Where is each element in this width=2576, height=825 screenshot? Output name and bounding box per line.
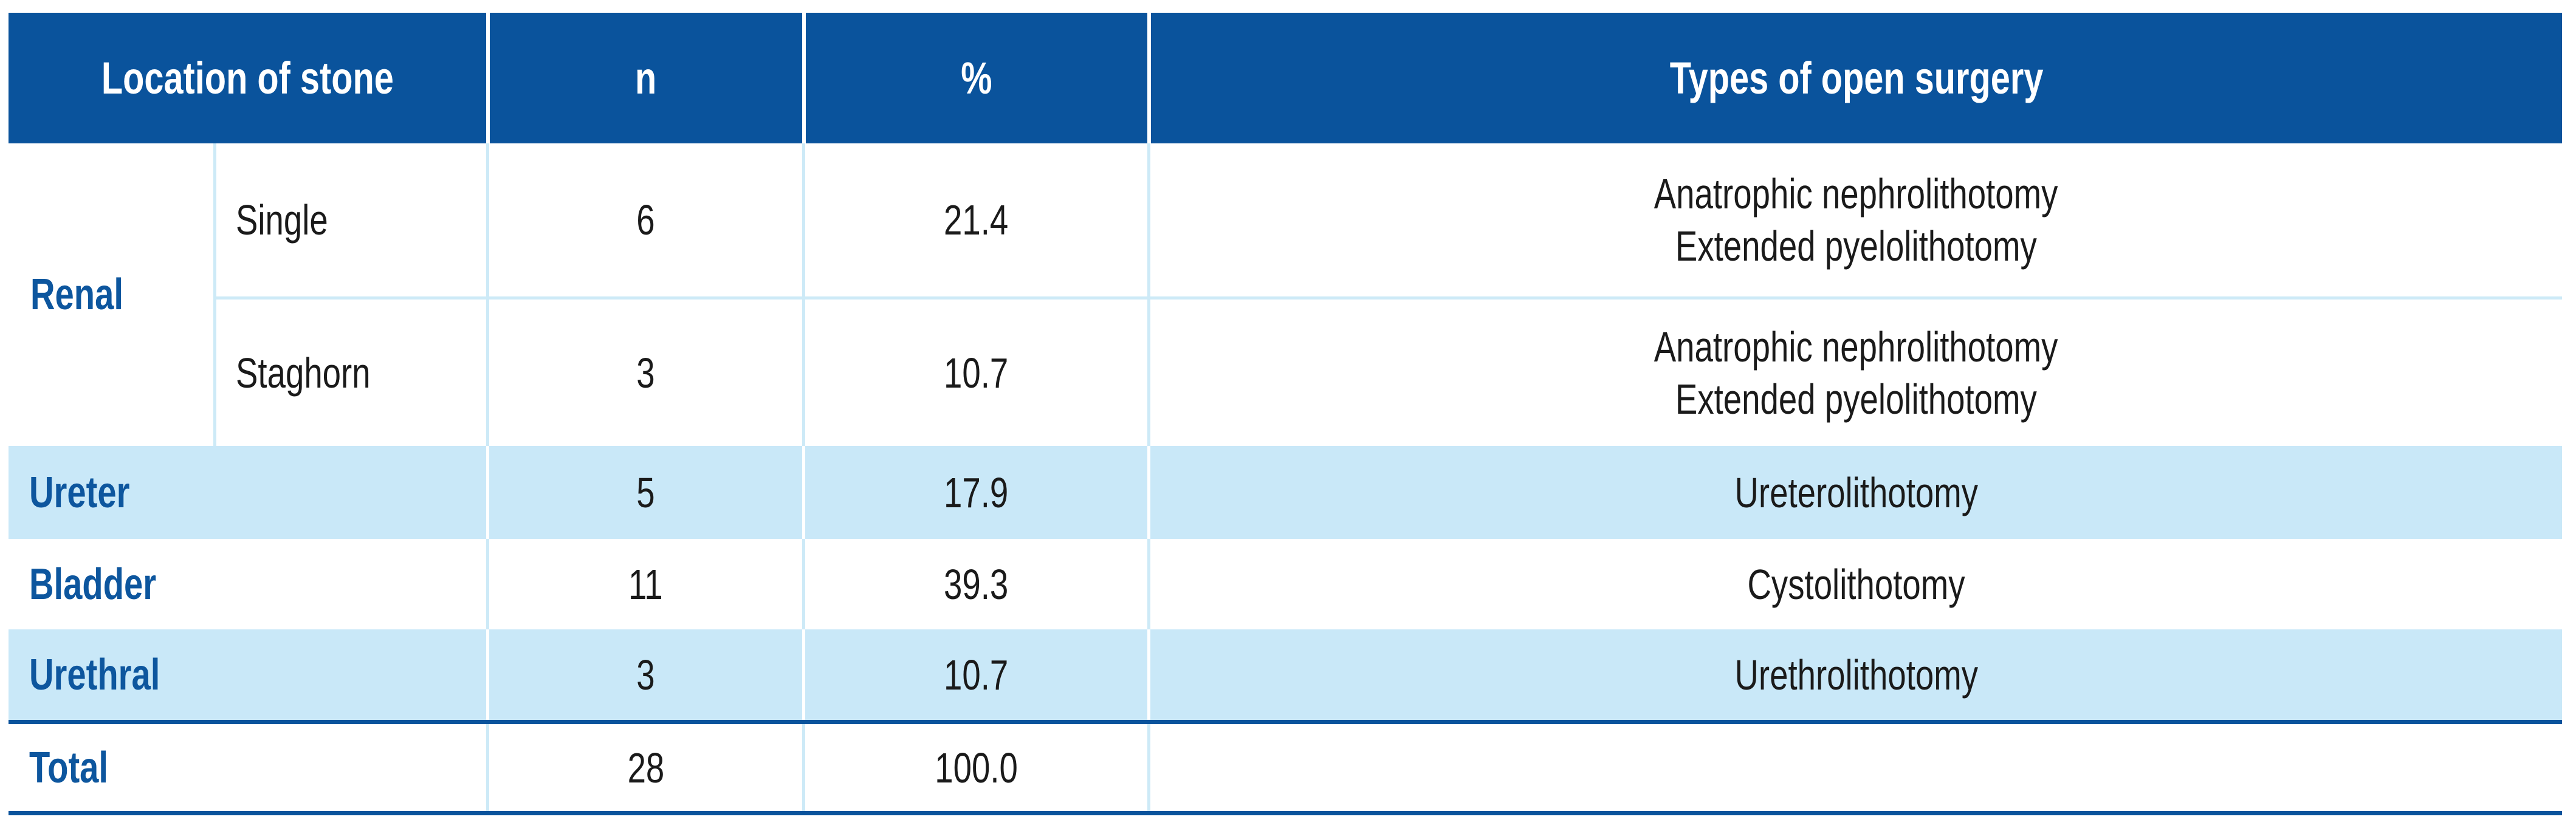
table-row-renal-single: Single 6 21.4 Anatrophic nephrolithotomy… [213, 143, 2562, 296]
ureter-pct-cell: 17.9 [802, 446, 1147, 539]
table-row-ureter: Ureter 5 17.9 Ureterolithotomy [9, 446, 2562, 539]
header-location-label: Location of stone [101, 53, 394, 103]
table-row-bladder: Bladder 11 39.3 Cystolithotomy [9, 539, 2562, 629]
staghorn-n-value: 3 [636, 349, 655, 397]
table-row-urethral: Urethral 3 10.7 Urethrolithotomy [9, 629, 2562, 720]
staghorn-pct-cell: 10.7 [802, 300, 1147, 446]
staghorn-types-cell: Anatrophic nephrolithotomy Extended pyel… [1147, 300, 2562, 446]
single-n-cell: 6 [486, 143, 802, 296]
urethral-n-cell: 3 [486, 629, 802, 720]
table-bottom-rule [9, 811, 2562, 815]
bladder-n-value: 11 [628, 560, 663, 608]
ureter-types-cell: Ureterolithotomy [1147, 446, 2562, 539]
bladder-pct-cell: 39.3 [802, 539, 1147, 629]
header-types-label: Types of open surgery [1669, 53, 2044, 103]
bladder-n-cell: 11 [486, 539, 802, 629]
single-types-line-1: Anatrophic nephrolithotomy [1654, 170, 2058, 217]
total-label-cell: Total [9, 724, 486, 811]
single-n-value: 6 [636, 196, 655, 244]
header-location-of-stone: Location of stone [9, 13, 486, 143]
single-pct-cell: 21.4 [802, 143, 1147, 296]
staghorn-label: Staghorn [236, 349, 371, 397]
staghorn-n-cell: 3 [486, 300, 802, 446]
header-n: n [486, 13, 802, 143]
ureter-types-value: Ureterolithotomy [1734, 468, 1978, 516]
total-n-cell: 28 [486, 724, 802, 811]
urethral-n-value: 3 [636, 651, 655, 699]
bladder-label-cell: Bladder [9, 539, 486, 629]
ureter-n-cell: 5 [486, 446, 802, 539]
ureter-label-cell: Ureter [9, 446, 486, 539]
bladder-types-value: Cystolithotomy [1747, 560, 1965, 608]
bladder-types-cell: Cystolithotomy [1147, 539, 2562, 629]
staghorn-types-line-2: Extended pyelolithotomy [1675, 375, 2037, 423]
urethral-label: Urethral [29, 650, 160, 699]
single-label-cell: Single [213, 143, 486, 296]
open-surgery-table: Location of stone n % Types of open surg… [9, 13, 2562, 815]
table-row-total: Total 28 100.0 [9, 724, 2562, 811]
single-label: Single [236, 196, 328, 244]
total-types-cell [1147, 724, 2562, 811]
header-percent-label: % [961, 53, 992, 103]
total-label: Total [29, 743, 108, 792]
header-types-of-open-surgery: Types of open surgery [1147, 13, 2562, 143]
staghorn-label-cell: Staghorn [213, 300, 486, 446]
renal-group: Renal Single 6 21.4 Anatrophic nephrolit… [9, 143, 2562, 446]
staghorn-types-line-1: Anatrophic nephrolithotomy [1654, 323, 2058, 371]
ureter-pct-value: 17.9 [944, 468, 1009, 516]
single-types-cell: Anatrophic nephrolithotomy Extended pyel… [1147, 143, 2562, 296]
renal-label-cell: Renal [9, 143, 213, 446]
total-top-rule [9, 720, 2562, 724]
total-pct-value: 100.0 [935, 744, 1018, 792]
staghorn-pct-value: 10.7 [944, 349, 1009, 397]
table-header-row: Location of stone n % Types of open surg… [9, 13, 2562, 143]
header-n-label: n [635, 53, 657, 103]
urethral-pct-value: 10.7 [944, 651, 1009, 699]
single-types-line-2: Extended pyelolithotomy [1675, 222, 2037, 270]
renal-subrows: Single 6 21.4 Anatrophic nephrolithotomy… [213, 143, 2562, 446]
ureter-label: Ureter [29, 468, 130, 517]
bladder-pct-value: 39.3 [944, 560, 1009, 608]
urethral-types-value: Urethrolithotomy [1734, 651, 1978, 699]
total-pct-cell: 100.0 [802, 724, 1147, 811]
bladder-label: Bladder [29, 560, 157, 609]
urethral-label-cell: Urethral [9, 629, 486, 720]
ureter-n-value: 5 [636, 468, 655, 516]
urethral-pct-cell: 10.7 [802, 629, 1147, 720]
urethral-types-cell: Urethrolithotomy [1147, 629, 2562, 720]
total-n-value: 28 [627, 744, 664, 792]
single-pct-value: 21.4 [944, 196, 1009, 244]
header-percent: % [802, 13, 1147, 143]
table-row-renal-staghorn: Staghorn 3 10.7 Anatrophic nephrolithoto… [213, 296, 2562, 446]
renal-label: Renal [30, 270, 123, 319]
